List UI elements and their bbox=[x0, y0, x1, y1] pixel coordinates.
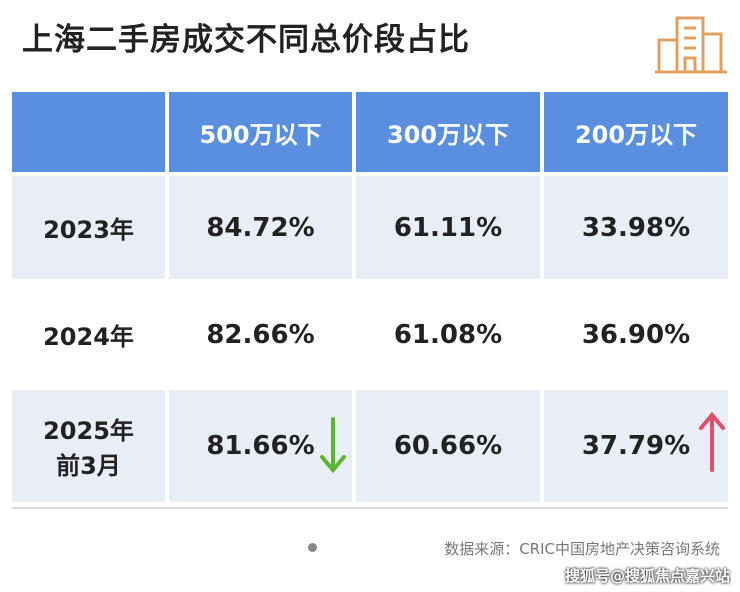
row-label-text: 2024年 bbox=[43, 323, 134, 351]
table-cell: 82.66% bbox=[169, 283, 352, 386]
column-header: 500万以下 bbox=[169, 92, 352, 172]
cell-value: 84.72% bbox=[206, 212, 315, 243]
table-cell: 60.66% bbox=[356, 390, 540, 502]
row-label: 2023年 bbox=[12, 176, 165, 279]
cell-value: 37.79% bbox=[581, 431, 691, 461]
cell-value: 61.11% bbox=[393, 212, 503, 243]
source: 数据来源：CRIC中国房地产决策咨询系统 bbox=[444, 540, 720, 558]
cell-value: 60.66% bbox=[393, 431, 503, 461]
row-label: 2025年前3月 bbox=[12, 390, 165, 502]
column-header-text: 500万以下 bbox=[199, 120, 322, 149]
cell-value: 61.08% bbox=[393, 319, 503, 350]
cell-value: 36.90% bbox=[581, 319, 691, 350]
row-label-text: 2023年 bbox=[43, 216, 134, 244]
title: 上海二手房成交不同总价段占比 bbox=[22, 22, 470, 58]
divider bbox=[12, 507, 728, 509]
table-cell: 33.98% bbox=[544, 176, 728, 279]
cell-value: 82.66% bbox=[206, 319, 315, 350]
table-cell: 61.11% bbox=[356, 176, 540, 279]
column-header: 300万以下 bbox=[356, 92, 540, 172]
row-label-text: 2025年 bbox=[43, 417, 134, 445]
up-arrow bbox=[699, 411, 725, 472]
cell-value: 81.66% bbox=[206, 431, 315, 461]
table-cell: 84.72% bbox=[169, 176, 352, 279]
bullet bbox=[308, 543, 317, 552]
down-arrow bbox=[320, 417, 346, 474]
watermark: 搜狐号@搜狐焦点嘉兴站 bbox=[564, 567, 730, 585]
row-label-text: 前3月 bbox=[56, 452, 121, 480]
table-cell: 37.79% bbox=[544, 390, 728, 502]
building-icon bbox=[655, 16, 727, 74]
cell-value: 33.98% bbox=[581, 212, 691, 243]
table-cell: 61.08% bbox=[356, 283, 540, 386]
column-header-text: 300万以下 bbox=[386, 120, 510, 149]
column-header: 200万以下 bbox=[544, 92, 728, 172]
row-label: 2024年 bbox=[12, 283, 165, 386]
table-cell: 81.66% bbox=[169, 390, 352, 502]
header-corner bbox=[12, 92, 165, 172]
table-cell: 36.90% bbox=[544, 283, 728, 386]
column-header-text: 200万以下 bbox=[574, 120, 698, 149]
